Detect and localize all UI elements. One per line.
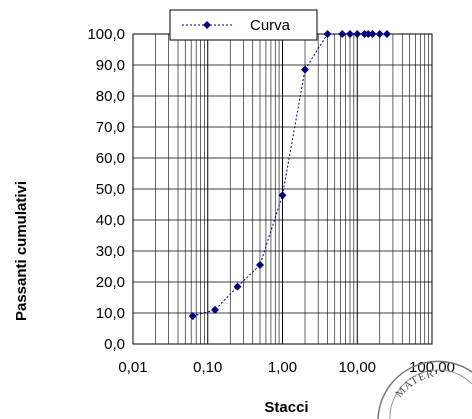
series-line-curva	[192, 33, 387, 317]
y-tick-label: 80,0	[96, 88, 125, 105]
data-point	[368, 30, 377, 38]
x-axis-title: Stacci	[264, 399, 308, 416]
series-layer	[188, 30, 391, 321]
data-point	[338, 30, 347, 38]
y-axis-tick-labels: 0,0 10,0 20,0 30,0 40,0 50,0 60,0 70,0 80,0 90,0 1…	[87, 26, 125, 353]
x-tick-label: 10,00	[338, 359, 376, 376]
y-tick-label: 30,0	[96, 243, 125, 260]
y-tick-label: 20,0	[96, 274, 125, 291]
y-axis-title: Passanti cumulativi	[13, 181, 30, 321]
y-tick-label: 70,0	[96, 119, 125, 136]
legend: Curva	[169, 9, 318, 41]
data-point	[353, 30, 362, 38]
x-tick-label: 0,01	[118, 359, 147, 376]
x-tick-label: 1,00	[268, 359, 297, 376]
data-point	[233, 282, 242, 291]
legend-label: Curva	[250, 17, 291, 34]
x-tick-label: 0,10	[193, 359, 222, 376]
data-point	[323, 30, 332, 38]
data-point	[188, 312, 197, 321]
data-point	[278, 191, 287, 200]
data-point	[255, 260, 264, 269]
data-point	[375, 30, 384, 38]
data-point	[210, 305, 219, 314]
y-tick-label: 40,0	[96, 212, 125, 229]
y-tick-label: 100,0	[87, 26, 125, 43]
y-tick-label: 90,0	[96, 57, 125, 74]
data-point	[382, 30, 391, 38]
legend-marker	[203, 21, 211, 29]
y-tick-label: 50,0	[96, 181, 125, 198]
y-tick-label: 10,0	[96, 305, 125, 322]
x-axis-tick-labels: 0,01 0,10 1,00 10,00 100,00	[118, 359, 455, 376]
data-point	[346, 30, 355, 38]
y-tick-label: 60,0	[96, 150, 125, 167]
data-point	[364, 30, 373, 38]
chart-grid	[132, 33, 432, 345]
data-point	[301, 65, 310, 74]
legend-box	[169, 9, 318, 41]
y-tick-label: 0,0	[104, 336, 125, 353]
